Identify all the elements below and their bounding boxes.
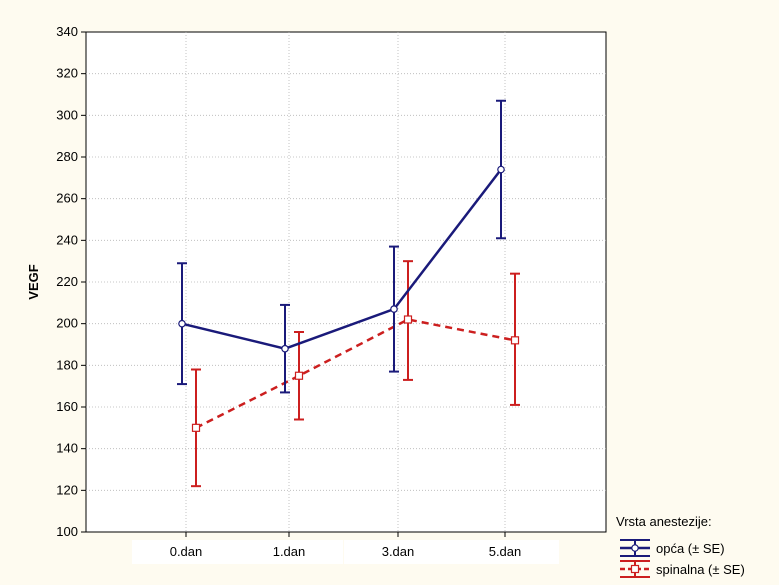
y-axis-title: VEGF	[26, 264, 41, 299]
legend-label: spinalna (± SE)	[656, 562, 745, 577]
x-label-background	[451, 540, 559, 564]
legend-marker	[631, 544, 639, 552]
x-axis-label-backgrounds	[132, 540, 559, 564]
legend: Vrsta anestezije: opća (± SE) spinalna (±…	[616, 514, 745, 578]
data-point	[294, 371, 304, 380]
legend-label: opća (± SE)	[656, 541, 725, 556]
y-tick-label: 340	[56, 24, 78, 39]
data-point	[191, 423, 201, 432]
x-label-background	[132, 540, 240, 564]
legend-item: opća (± SE)	[620, 539, 725, 557]
x-axis-ticks: 0.dan 1.dan 3.dan 5.dan	[170, 532, 522, 559]
data-point	[281, 344, 289, 353]
legend-item: spinalna (± SE)	[620, 560, 745, 578]
y-tick-label: 280	[56, 149, 78, 164]
x-tick-label: 0.dan	[170, 544, 203, 559]
x-tick-label: 3.dan	[382, 544, 415, 559]
data-point	[390, 305, 398, 313]
x-label-background	[344, 540, 452, 564]
y-tick-label: 140	[56, 441, 78, 456]
x-tick-label: 5.dan	[489, 544, 522, 559]
data-point	[403, 315, 413, 324]
data-point	[510, 336, 520, 345]
y-tick-label: 220	[56, 274, 78, 289]
y-tick-label: 260	[56, 191, 78, 206]
series-line	[195, 318, 516, 429]
y-axis-ticks: 100 120 140 160 180 200 220 240 260 280 300 320 340	[56, 24, 86, 539]
data-point	[178, 319, 186, 328]
data-point	[497, 165, 505, 174]
y-tick-label: 300	[56, 107, 78, 122]
y-tick-label: 240	[56, 232, 78, 247]
series-spinalna	[191, 260, 520, 488]
x-label-background	[235, 540, 343, 564]
y-tick-label: 200	[56, 316, 78, 331]
y-tick-label: 120	[56, 482, 78, 497]
y-tick-label: 180	[56, 357, 78, 372]
legend-title: Vrsta anestezije:	[616, 514, 712, 529]
series-line	[181, 168, 502, 350]
series-layer	[177, 99, 520, 488]
x-tick-label: 1.dan	[273, 544, 306, 559]
y-tick-label: 160	[56, 399, 78, 414]
y-tick-label: 320	[56, 66, 78, 81]
gridlines	[86, 32, 606, 532]
legend-marker	[630, 564, 640, 574]
plot-area	[85, 31, 607, 533]
y-tick-label: 100	[56, 524, 78, 539]
series-opca	[177, 99, 506, 394]
